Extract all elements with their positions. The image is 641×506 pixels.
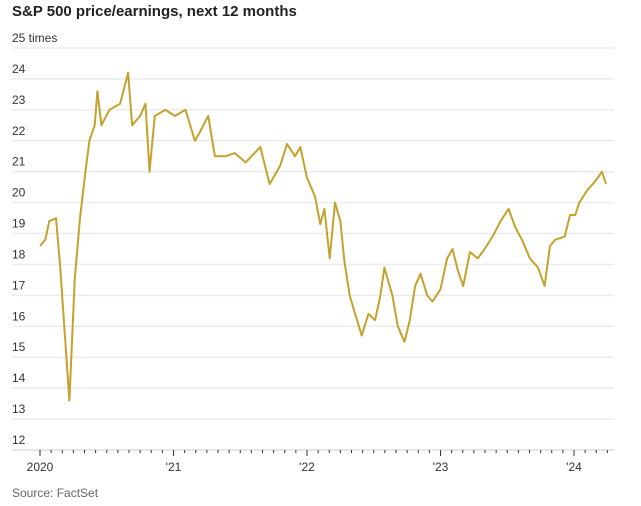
- y-tick-label: 21: [12, 155, 26, 169]
- x-tick-label: '24: [566, 460, 582, 474]
- source-note: Source: FactSet: [12, 486, 99, 500]
- y-tick-label: 17: [12, 278, 26, 292]
- y-tick-label: 15: [12, 340, 26, 354]
- y-tick-label: 23: [12, 93, 26, 107]
- y-tick-label: 18: [12, 247, 26, 261]
- y-tick-label: 13: [12, 402, 26, 416]
- y-tick-label: 16: [12, 309, 26, 323]
- chart-title: S&P 500 price/earnings, next 12 months: [12, 3, 297, 20]
- y-tick-label: 24: [12, 62, 26, 76]
- y-tick-label: 22: [12, 124, 26, 138]
- x-tick-label: '21: [166, 460, 182, 474]
- x-tick-label: 2020: [27, 460, 54, 474]
- x-tick-label: '22: [299, 460, 315, 474]
- y-tick-label: 25 times: [12, 31, 57, 45]
- x-tick-label: '23: [433, 460, 449, 474]
- y-tick-label: 14: [12, 371, 26, 385]
- y-tick-label: 19: [12, 217, 26, 231]
- y-tick-label: 20: [12, 186, 26, 200]
- y-tick-label: 12: [12, 433, 26, 447]
- pe-ratio-line: [39, 71, 607, 402]
